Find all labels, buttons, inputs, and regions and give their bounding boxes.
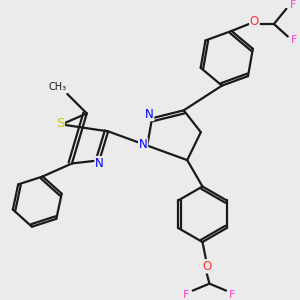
Text: F: F: [290, 0, 296, 10]
Text: O: O: [203, 260, 212, 273]
Text: N: N: [139, 138, 148, 152]
Text: O: O: [250, 15, 259, 28]
Text: F: F: [183, 290, 190, 300]
Text: N: N: [95, 157, 104, 169]
Text: N: N: [145, 108, 154, 121]
Text: F: F: [291, 35, 297, 45]
Text: S: S: [56, 116, 64, 130]
Text: F: F: [229, 290, 236, 300]
Text: CH₃: CH₃: [49, 82, 67, 92]
